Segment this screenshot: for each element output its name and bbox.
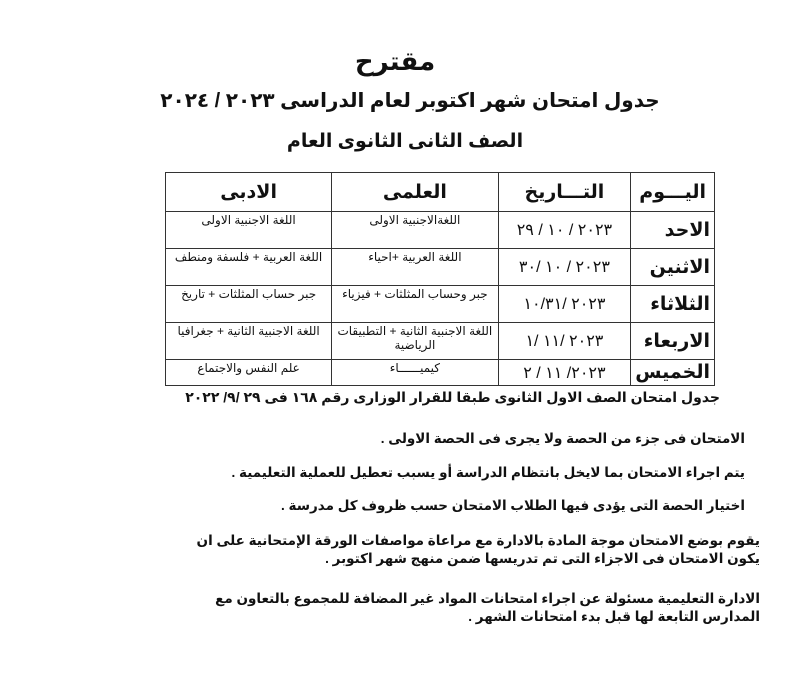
rule-paragraph: يقوم بوضع الامتحان موجة المادة بالادارة …: [196, 533, 760, 566]
header-science: العلمى: [331, 172, 499, 212]
document-subtitle: جدول امتحان شهر اكتوبر لعام الدراسى ٢٠٢٣…: [160, 90, 660, 112]
literary-cell: اللغة الاجنبية الاولى: [164, 211, 333, 249]
science-cell: اللغة العربية +احياء: [331, 248, 499, 286]
literary-cell: اللغة الاجنبية الثانية + جغرافيا: [164, 322, 333, 360]
header-date: التـــاريخ: [497, 172, 632, 212]
rule-paragraph: الامتحان فى جزء من الحصة ولا يجرى فى الح…: [380, 431, 745, 446]
header-literary: الادبى: [164, 172, 333, 212]
rule-paragraph: اختيار الحصة التى يؤدى فيها الطلاب الامت…: [281, 498, 745, 513]
science-cell: اللغة الاجنبية الثانية + التطبيقات الريا…: [331, 322, 499, 360]
table-row: الاثنين ٢٠٢٣ / ١٠ /٣٠ اللغة العربية +احي…: [164, 248, 715, 286]
table-header-row: اليـــوم التـــاريخ العلمى الادبى: [164, 172, 715, 212]
table-row: الاحد ٢٠٢٣ / ١٠ / ٢٩ اللغةالاجنبية الاول…: [164, 211, 715, 249]
header-day: اليـــوم: [630, 172, 715, 212]
literary-cell: علم النفس والاجتماع: [164, 359, 333, 386]
date-cell: ٢٠٢٣ /١٠/٣١: [497, 285, 632, 323]
literary-cell: اللغة العربية + فلسفة ومنطف: [164, 248, 333, 286]
decree-note: جدول امتحان الصف الاول الثانوى طبقا للقر…: [185, 389, 720, 405]
science-cell: كيميــــــاء: [331, 359, 499, 386]
date-cell: ٢٠٢٣ / ١٠ /٣٠: [497, 248, 632, 286]
day-cell: الاثنين: [630, 248, 715, 286]
table-row: الثلاثاء ٢٠٢٣ /١٠/٣١ جبر وحساب المثلثات …: [164, 285, 715, 323]
day-cell: الاربعاء: [630, 322, 715, 360]
rule-paragraph: الادارة التعليمية مسئولة عن اجراء امتحان…: [215, 591, 760, 624]
date-cell: ٢٠٢٣/ ١١ / ٢: [497, 359, 632, 386]
day-cell: الثلاثاء: [630, 285, 715, 323]
science-cell: اللغةالاجنبية الاولى: [331, 211, 499, 249]
date-cell: ٢٠٢٣ /١١ /١: [497, 322, 632, 360]
exam-schedule-table: اليـــوم التـــاريخ العلمى الادبى الاحد …: [164, 172, 715, 386]
table-row: الخميس ٢٠٢٣/ ١١ / ٢ كيميــــــاء علم الن…: [164, 359, 715, 386]
date-cell: ٢٠٢٣ / ١٠ / ٢٩: [497, 211, 632, 249]
table-row: الاربعاء ٢٠٢٣ /١١ /١ اللغة الاجنبية الثا…: [164, 322, 715, 360]
rule-paragraph: يتم اجراء الامتحان بما لايخل بانتظام الد…: [231, 465, 745, 480]
day-cell: الخميس: [630, 359, 715, 386]
science-cell: جبر وحساب المثلثات + فيزياء: [331, 285, 499, 323]
grade-title: الصف الثانى الثانوى العام: [286, 131, 524, 152]
document-title: مقترح: [354, 46, 436, 76]
literary-cell: جبر حساب المثلثات + تاريخ: [164, 285, 333, 323]
day-cell: الاحد: [630, 211, 715, 249]
